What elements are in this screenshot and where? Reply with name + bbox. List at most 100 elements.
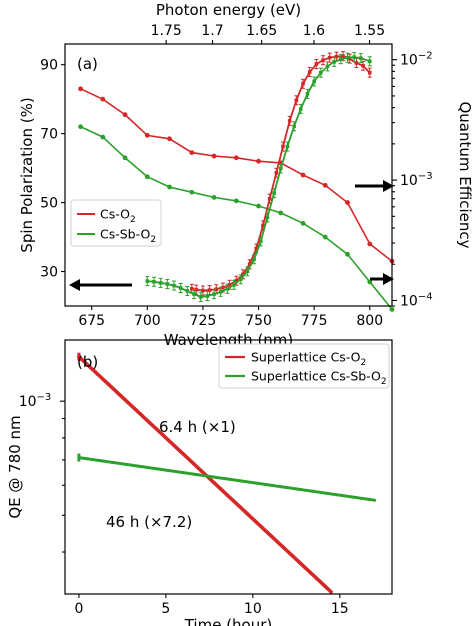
- x-tick-label: 750: [245, 313, 272, 329]
- data-point: [278, 210, 284, 216]
- series-start-mark-b0: [77, 352, 81, 361]
- data-point: [345, 200, 350, 205]
- y2-tick-base: 10: [400, 173, 418, 189]
- data-point: [144, 174, 150, 180]
- y-tick-label: 70: [40, 127, 58, 143]
- y-tick-label: 90: [40, 58, 58, 74]
- data-point: [312, 79, 316, 84]
- data-point: [322, 182, 328, 188]
- plot-frame-b: [64, 339, 393, 595]
- data-point: [256, 158, 261, 164]
- x-tick-label-b: 10: [244, 601, 262, 617]
- legend-name: Cs-O: [100, 207, 130, 222]
- data-point: [158, 281, 163, 285]
- y2-tick-base: 10: [400, 293, 418, 309]
- legend-subscript: 2: [130, 215, 136, 225]
- y-tick-label: 30: [40, 265, 58, 281]
- x-tick-label-b: 0: [74, 601, 83, 617]
- data-point: [234, 278, 239, 283]
- arrow-right-axis-lower-head: [383, 273, 394, 285]
- data-point: [178, 286, 183, 290]
- series-line-a2: [191, 55, 371, 292]
- data-point: [100, 134, 106, 140]
- legend-subscript: 2: [381, 377, 387, 387]
- data-point: [367, 70, 372, 75]
- y-tick-base: 10: [19, 394, 37, 410]
- data-point: [265, 215, 270, 220]
- data-point: [322, 234, 328, 240]
- data-point: [198, 295, 203, 299]
- data-point: [352, 55, 356, 59]
- data-point: [307, 70, 312, 74]
- data-point: [321, 58, 325, 63]
- y-tick-label: 50: [40, 196, 58, 212]
- data-point: [272, 191, 276, 195]
- data-point: [359, 56, 363, 60]
- data-point: [247, 262, 252, 267]
- series-line-b1: [77, 456, 377, 502]
- data-point: [267, 196, 272, 201]
- data-point: [334, 54, 339, 59]
- data-point: [294, 98, 299, 103]
- data-point: [172, 283, 176, 288]
- x-tick-label: 775: [301, 313, 328, 329]
- annotation-decay-cs-sb-o: 46 h (×7.2): [106, 513, 192, 531]
- legend-subscript: 2: [361, 358, 367, 368]
- data-point: [287, 119, 292, 123]
- data-point: [281, 144, 285, 149]
- data-point: [254, 246, 259, 251]
- data-point: [207, 288, 212, 292]
- data-point: [327, 55, 332, 60]
- series-line-a3: [147, 56, 371, 298]
- data-point: [339, 57, 343, 61]
- data-point: [274, 170, 279, 175]
- data-point: [361, 63, 365, 68]
- data-point: [122, 155, 128, 161]
- y2-tick-exp: −3: [418, 171, 433, 182]
- data-point: [332, 60, 336, 64]
- x-tick-label: 675: [78, 313, 105, 329]
- data-point: [211, 195, 217, 200]
- data-point: [345, 251, 350, 257]
- data-point: [285, 144, 290, 149]
- data-point: [165, 282, 170, 286]
- data-point: [152, 279, 156, 284]
- data-point: [185, 289, 190, 293]
- data-point: [258, 239, 263, 244]
- data-point: [233, 155, 239, 161]
- data-point: [212, 292, 216, 296]
- data-point: [122, 112, 128, 118]
- legend-subscript: 2: [150, 235, 156, 245]
- data-point: [189, 189, 195, 195]
- y-tick-label-b: 10−3: [19, 392, 52, 410]
- data-point: [252, 257, 256, 262]
- x-tick-label: 725: [190, 313, 217, 329]
- data-point: [144, 132, 150, 138]
- data-point: [347, 56, 352, 61]
- y2-tick-base: 10: [400, 53, 418, 69]
- data-point: [189, 150, 195, 155]
- y2-tick-label: 10−2: [400, 51, 433, 69]
- data-point: [241, 272, 245, 277]
- data-point: [194, 287, 199, 292]
- data-point: [300, 220, 306, 226]
- y-axis-label: Spin Polarization (%): [18, 97, 36, 252]
- data-point: [341, 54, 345, 58]
- data-point: [218, 290, 223, 294]
- data-point: [145, 279, 150, 283]
- legend-name: Superlattice Cs-Sb-O: [251, 369, 381, 384]
- x-tick-label: 800: [356, 313, 383, 329]
- legend-name: Superlattice Cs-O: [251, 350, 361, 365]
- series-start-mark-b1: [77, 453, 81, 462]
- data-point: [367, 279, 373, 285]
- data-point: [78, 124, 83, 130]
- y-axis-label-b: QE @ 780 nm: [6, 415, 24, 518]
- data-point: [292, 124, 296, 129]
- y-tick-exp: −3: [37, 392, 52, 403]
- annotation-decay-cs-o: 6.4 h (×1): [159, 418, 236, 436]
- legend-name: Cs-Sb-O: [100, 227, 150, 242]
- data-point: [78, 86, 83, 92]
- legend-label-a1: Cs-Sb-O2: [100, 227, 156, 246]
